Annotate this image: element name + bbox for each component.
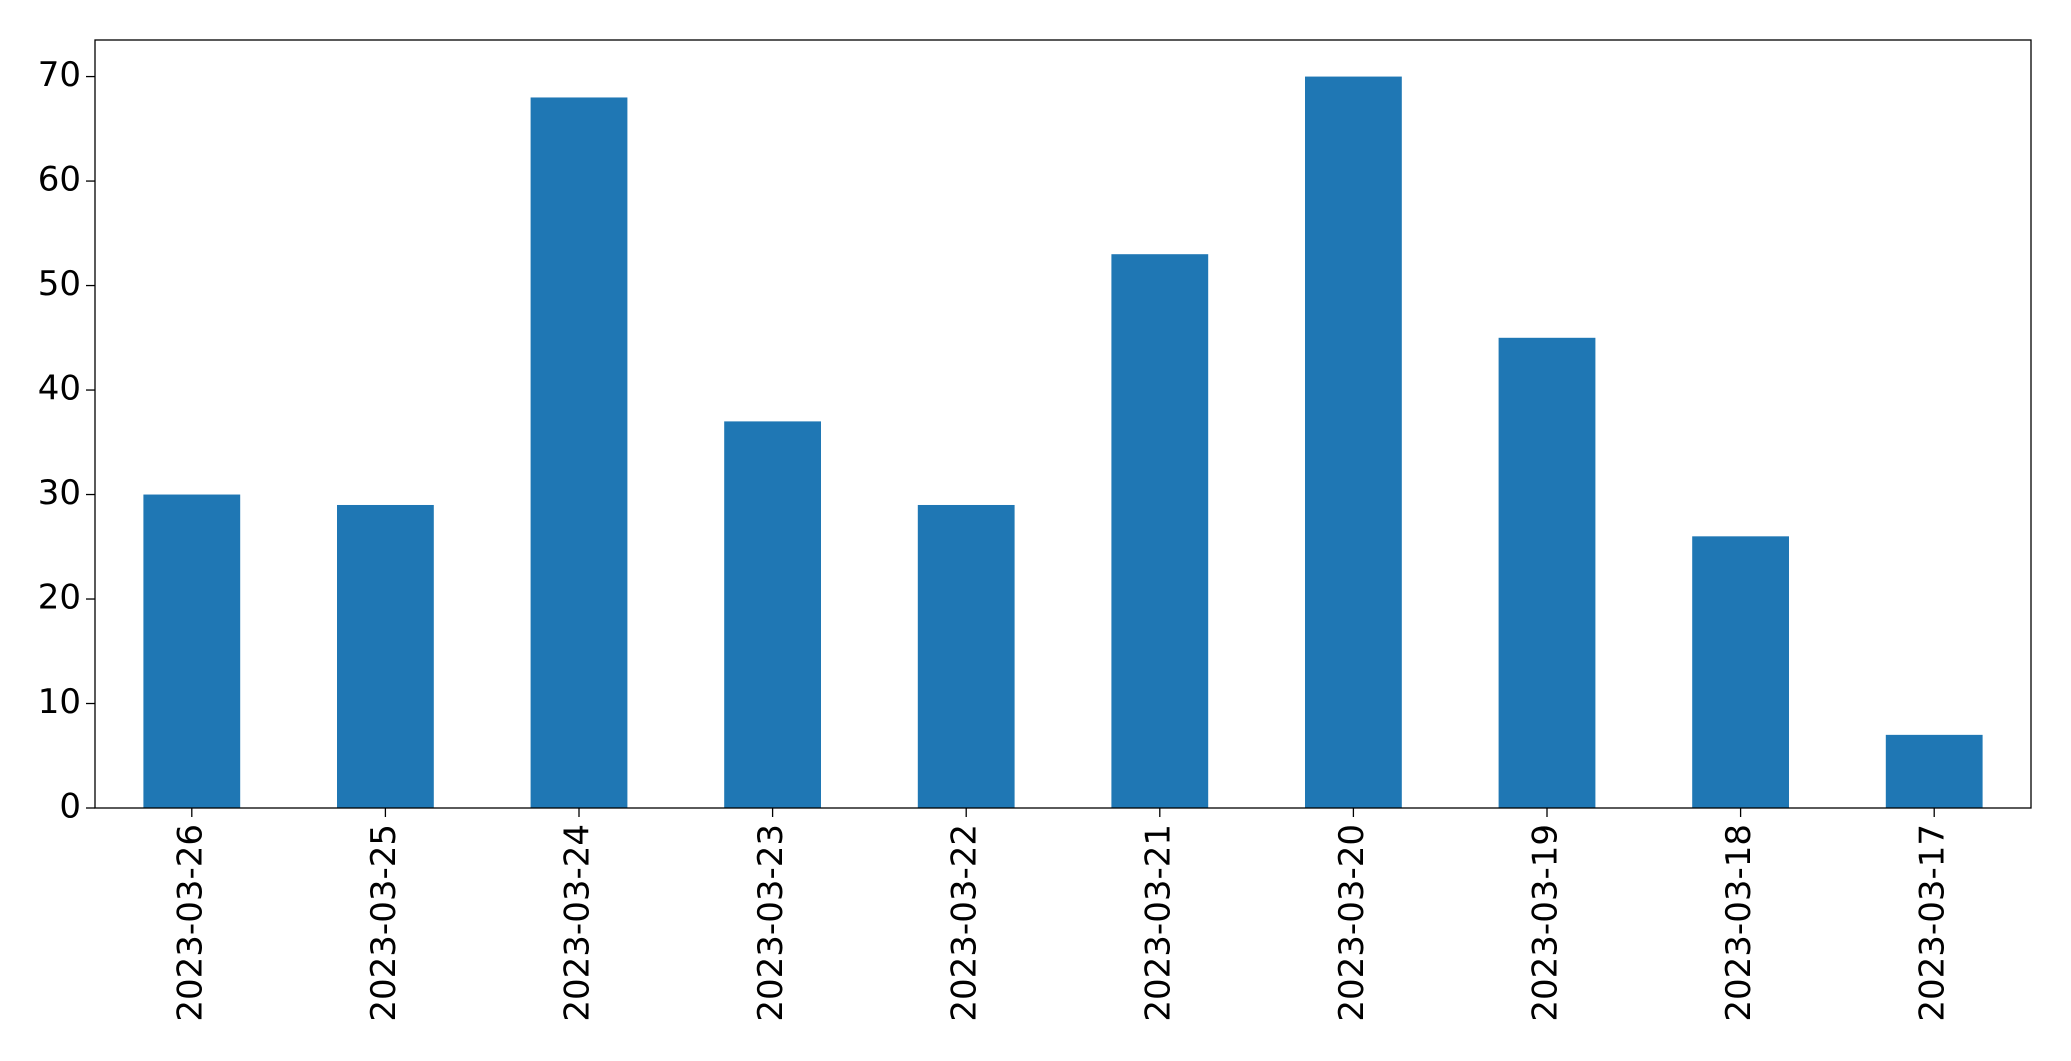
y-tick-label: 70 [38, 55, 81, 95]
bar [1692, 536, 1789, 808]
bar [1885, 734, 1983, 808]
bar [1305, 76, 1402, 809]
bar [917, 504, 1015, 808]
y-tick-label: 50 [38, 264, 81, 304]
x-tick-label: 2023-03-22 [945, 824, 985, 1022]
x-tick-label: 2023-03-20 [1332, 824, 1372, 1022]
y-tick-label: 30 [38, 473, 81, 513]
x-tick-label: 2023-03-23 [751, 824, 791, 1022]
bar [724, 421, 821, 808]
bar [337, 504, 434, 808]
x-tick-label: 2023-03-18 [1719, 824, 1759, 1022]
x-tick-label: 2023-03-24 [558, 824, 598, 1022]
x-tick-label: 2023-03-17 [1913, 824, 1953, 1022]
bar [1498, 337, 1596, 808]
y-tick-label: 40 [38, 369, 81, 409]
x-tick-label: 2023-03-26 [170, 824, 210, 1022]
bar [1111, 254, 1209, 808]
y-tick-label: 0 [59, 787, 81, 827]
bar [530, 97, 628, 809]
x-tick-label: 2023-03-25 [364, 824, 404, 1022]
y-tick-label: 10 [38, 682, 81, 722]
x-tick-label: 2023-03-21 [1138, 824, 1178, 1022]
y-tick-label: 20 [38, 578, 81, 618]
bar [143, 494, 241, 808]
x-tick-label: 2023-03-19 [1526, 824, 1566, 1022]
plot-frame [94, 39, 2032, 809]
y-tick-label: 60 [38, 160, 81, 200]
